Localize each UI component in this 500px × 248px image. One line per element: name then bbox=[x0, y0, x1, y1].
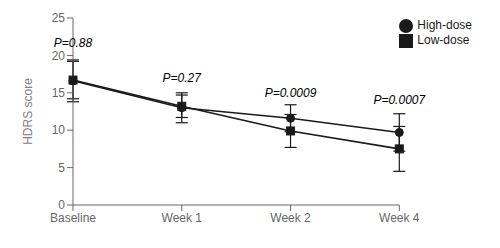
svg-text:Baseline: Baseline bbox=[50, 211, 96, 225]
svg-text:P=0.0007: P=0.0007 bbox=[373, 93, 426, 107]
svg-text:P=0.88: P=0.88 bbox=[54, 36, 93, 50]
svg-text:20: 20 bbox=[52, 49, 66, 63]
svg-text:Week 4: Week 4 bbox=[379, 211, 420, 225]
html-text:Low-dose: Low-dose bbox=[417, 32, 470, 47]
svg-text:15: 15 bbox=[52, 86, 66, 100]
svg-text:Week 2: Week 2 bbox=[270, 211, 311, 225]
svg-text:P=0.0009: P=0.0009 bbox=[265, 86, 317, 100]
svg-text:10: 10 bbox=[52, 123, 66, 137]
svg-text:25: 25 bbox=[52, 11, 66, 25]
svg-text:0: 0 bbox=[58, 198, 65, 212]
svg-text:Week 1: Week 1 bbox=[162, 211, 203, 225]
svg-text:HDRS score: HDRS score bbox=[21, 78, 35, 145]
html-text:High-dose: High-dose bbox=[417, 18, 472, 32]
svg-text:P=0.27: P=0.27 bbox=[163, 71, 203, 85]
svg-text:5: 5 bbox=[58, 161, 65, 175]
